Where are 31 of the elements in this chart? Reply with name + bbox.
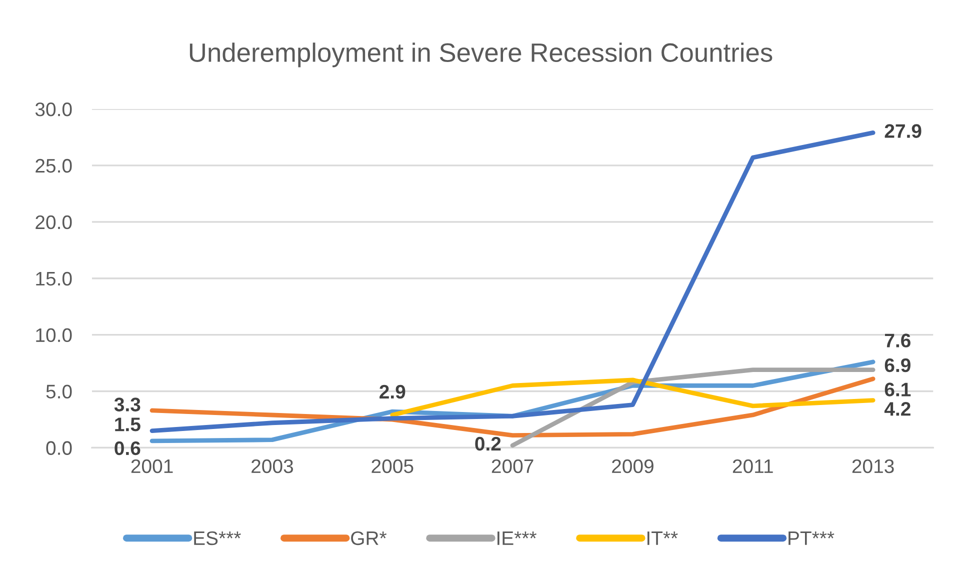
y-tick-label: 25.0 (36, 158, 72, 173)
data-label: 27.9 (884, 124, 922, 138)
data-label: 2.9 (380, 384, 406, 399)
data-label: 0.2 (475, 436, 501, 451)
y-tick-label: 5.0 (46, 384, 72, 399)
data-label: 6.9 (884, 358, 910, 372)
legend-label: PT*** (788, 532, 834, 545)
x-tick-label: 2011 (732, 459, 773, 474)
data-label: 6.1 (884, 382, 911, 396)
x-tick-label: 2003 (252, 459, 293, 474)
legend-label: IT** (647, 532, 678, 545)
y-tick-label: 30.0 (35, 102, 72, 116)
x-tick-label: 2001 (131, 459, 173, 474)
y-tick-label: 15.0 (36, 272, 72, 286)
data-label: 1.5 (115, 418, 140, 432)
x-tick-label: 2005 (372, 459, 414, 474)
x-tick-label: 2007 (492, 459, 534, 474)
y-tick-label: 10.0 (36, 328, 72, 342)
legend-label: GR* (351, 531, 387, 546)
data-label: 3.3 (114, 398, 140, 412)
data-label: 0.6 (114, 441, 140, 456)
x-tick-label: 2009 (612, 459, 654, 474)
data-label: 4.2 (884, 402, 910, 416)
x-tick-label: 2013 (852, 459, 894, 474)
line-series (150, 130, 876, 434)
legend-label: ES*** (194, 531, 241, 546)
y-tick-label: 20.0 (36, 215, 72, 230)
data-label: 7.6 (884, 334, 910, 348)
chart-title: Underemployment in Severe Recession Countries (190, 42, 772, 68)
legend-label: IE*** (498, 532, 536, 545)
y-tick-label: 0.0 (46, 441, 72, 455)
